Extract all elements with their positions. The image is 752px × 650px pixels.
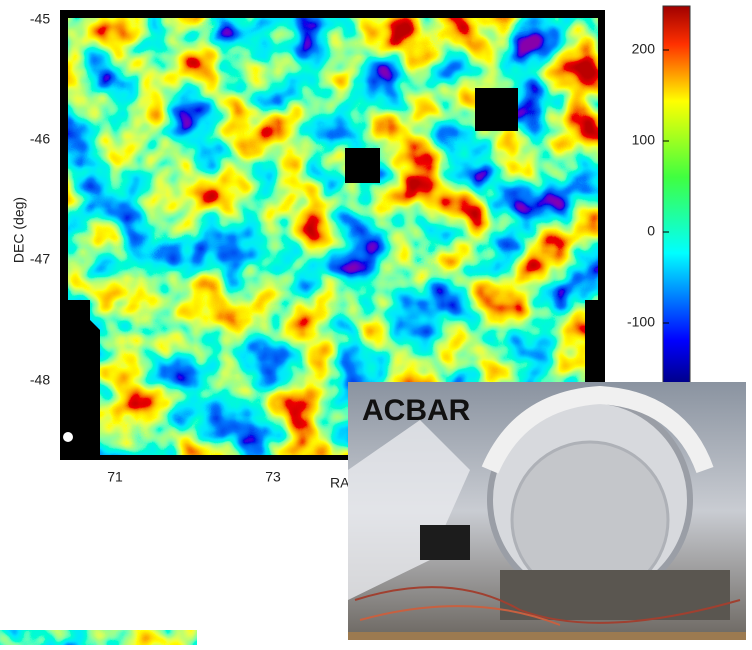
y-tick-label: -45 <box>30 11 50 27</box>
beam <box>63 432 73 442</box>
y-tick-label: -47 <box>30 251 50 267</box>
colorbar-tick-label: 200 <box>632 41 656 57</box>
x-axis-label: RA <box>330 475 350 491</box>
colorbar <box>662 5 691 387</box>
x-tick-label: 71 <box>107 469 123 485</box>
colorbar-tick-label: -100 <box>627 314 655 330</box>
y-tick-label: -46 <box>30 131 50 147</box>
mask <box>475 88 518 131</box>
x-tick-label: 73 <box>265 469 281 485</box>
photo-label: ACBAR <box>362 394 471 427</box>
y-tick-label: -48 <box>30 372 50 388</box>
mask <box>345 148 380 183</box>
colorbar-tick-label: 0 <box>647 223 655 239</box>
photo <box>348 382 746 640</box>
colorbar-ticks <box>663 49 669 324</box>
y-ticks <box>60 19 66 382</box>
y-axis-label: DEC (deg) <box>11 197 27 263</box>
colorbar-tick-label: 100 <box>632 132 656 148</box>
map-strip <box>0 630 197 645</box>
